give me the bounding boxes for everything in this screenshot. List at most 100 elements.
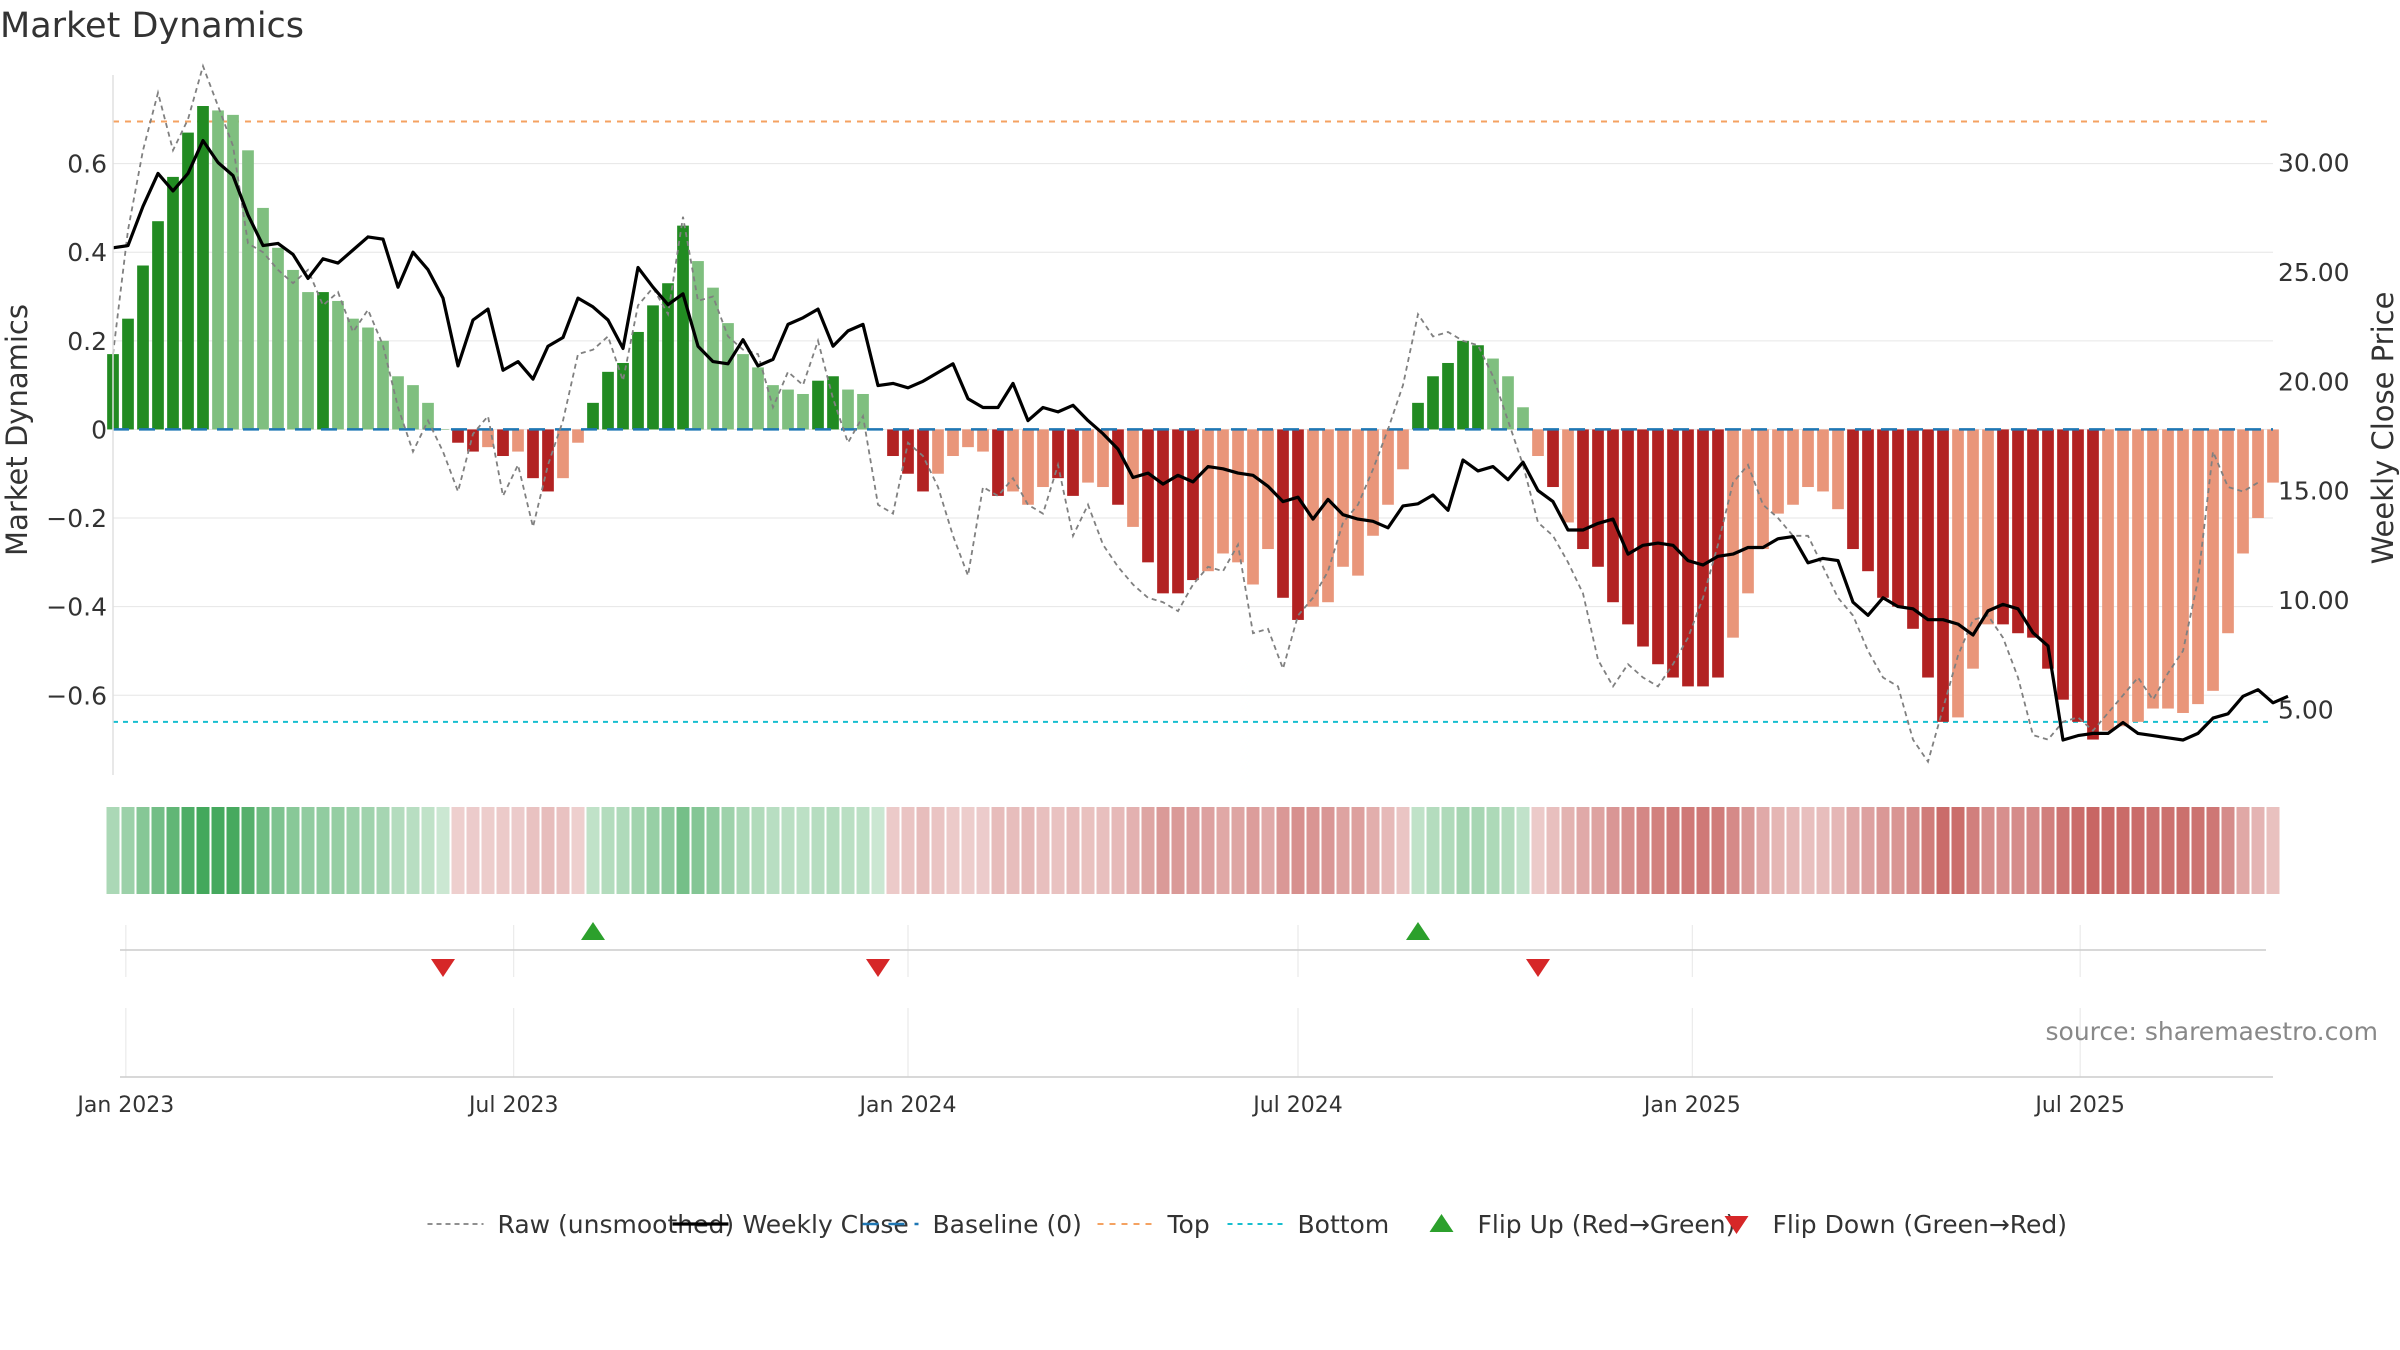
dynamics-bar	[797, 393, 809, 430]
regime-strip-cell	[1171, 807, 1185, 894]
regime-strip-cell	[1111, 807, 1125, 894]
regime-strip-cell	[2101, 807, 2115, 894]
y-axis-label-right: Weekly Close Price	[2366, 292, 2400, 565]
y2-tick-label: 15.00	[2278, 477, 2350, 506]
dynamics-bar	[272, 247, 284, 430]
dynamics-bar	[317, 292, 329, 430]
y-tick-label: 0.4	[67, 238, 107, 267]
regime-strip-cell	[1591, 807, 1605, 894]
regime-strip-cell	[1441, 807, 1455, 894]
regime-strip-cell	[451, 807, 465, 894]
legend-item-baseline: Baseline (0)	[862, 1210, 1082, 1239]
y-tick-label: 0.2	[67, 327, 107, 356]
regime-strip-cell	[676, 807, 690, 894]
regime-strip-cell	[2206, 807, 2220, 894]
dynamics-bar	[2267, 429, 2279, 483]
dynamics-bar	[512, 429, 524, 452]
dynamics-bar	[1142, 429, 1154, 563]
regime-strip-cell	[1756, 807, 1770, 894]
raw-series	[112, 63, 2259, 764]
dynamics-bar	[482, 429, 494, 448]
dynamics-bar	[572, 429, 584, 443]
dynamics-bar	[602, 371, 614, 430]
dynamics-bar	[2132, 429, 2144, 722]
dynamics-bar	[2042, 429, 2054, 669]
regime-strip-cell	[376, 807, 390, 894]
regime-strip-cell	[1366, 807, 1380, 894]
regime-strip-cell	[571, 807, 585, 894]
regime-strip-cell	[481, 807, 495, 894]
legend-item-close: Weekly Close	[672, 1210, 909, 1239]
dynamics-bar	[347, 318, 359, 430]
dynamics-bar	[947, 429, 959, 457]
x-tick-label: Jan 2024	[858, 1093, 957, 1118]
dynamics-bar	[377, 340, 389, 430]
regime-strip-cell	[361, 807, 375, 894]
dynamics-bar	[2252, 429, 2264, 519]
regime-strip-cell	[616, 807, 630, 894]
dynamics-bar	[752, 367, 764, 430]
dynamics-bar	[227, 114, 239, 430]
flip-markers	[431, 922, 1550, 977]
regime-strip-cell	[1636, 807, 1650, 894]
flip-up-marker	[1406, 922, 1430, 940]
dynamics-bar	[437, 429, 449, 430]
regime-strip-cell	[391, 807, 405, 894]
regime-strip-cell	[1816, 807, 1830, 894]
regime-strip-cell	[2221, 807, 2235, 894]
regime-strip-cell	[1126, 807, 1140, 894]
regime-strip-cell	[1696, 807, 1710, 894]
regime-strip-cell	[1771, 807, 1785, 894]
regime-strip-cell	[1651, 807, 1665, 894]
dynamics-bar	[2207, 429, 2219, 691]
regime-strip-cell	[121, 807, 135, 894]
dynamics-bar	[932, 429, 944, 474]
regime-strip-cell	[2146, 807, 2160, 894]
regime-strip-cell	[1066, 807, 1080, 894]
regime-strip-cell	[1966, 807, 1980, 894]
dynamics-bar	[527, 429, 539, 479]
dynamics-bar	[542, 429, 554, 492]
regime-strip-cell	[1996, 807, 2010, 894]
dynamics-bar	[1907, 429, 1919, 629]
y2-tick-label: 20.00	[2278, 367, 2350, 396]
reference-lines	[113, 120, 2273, 723]
regime-strip-cell	[1471, 807, 1485, 894]
dynamics-bar	[722, 323, 734, 430]
regime-strip-cell	[2191, 807, 2205, 894]
y-tick-label: −0.4	[46, 593, 107, 622]
regime-strip-cell	[196, 807, 210, 894]
dynamics-bar	[1082, 429, 1094, 483]
regime-strip-cell	[1006, 807, 1020, 894]
dynamics-bar	[392, 376, 404, 430]
flip-down-marker	[866, 959, 890, 977]
dynamics-bar	[1772, 429, 1784, 514]
regime-strip-cell	[346, 807, 360, 894]
dynamics-bar	[182, 132, 194, 430]
flip-down-marker	[1526, 959, 1550, 977]
regime-strip-cell	[631, 807, 645, 894]
dynamics-bar	[2147, 429, 2159, 709]
legend: Raw (unsmoothed) Weekly Close Baseline (0)…	[427, 1210, 2067, 1239]
dynamics-bar	[1532, 429, 1544, 457]
regime-strip-cell	[1231, 807, 1245, 894]
regime-strip-cell	[1186, 807, 1200, 894]
dynamics-bar	[1967, 429, 1979, 669]
dynamics-bar	[2012, 429, 2024, 634]
x-tick-label: Jan 2023	[75, 1093, 174, 1118]
regime-strip-cell	[2176, 807, 2190, 894]
dynamics-bar	[122, 318, 134, 430]
dynamics-bar	[1682, 429, 1694, 687]
regime-strip-cell	[1936, 807, 1950, 894]
regime-strip-cell	[961, 807, 975, 894]
dynamics-bar	[1832, 429, 1844, 510]
regime-strip-cell	[1846, 807, 1860, 894]
regime-strip-cell	[1246, 807, 1260, 894]
regime-strip-cell	[796, 807, 810, 894]
dynamics-bar	[962, 429, 974, 448]
dynamics-bar	[407, 385, 419, 430]
regime-strip-cell	[166, 807, 180, 894]
dynamics-bar	[887, 429, 899, 457]
regime-strip-cell	[2086, 807, 2100, 894]
